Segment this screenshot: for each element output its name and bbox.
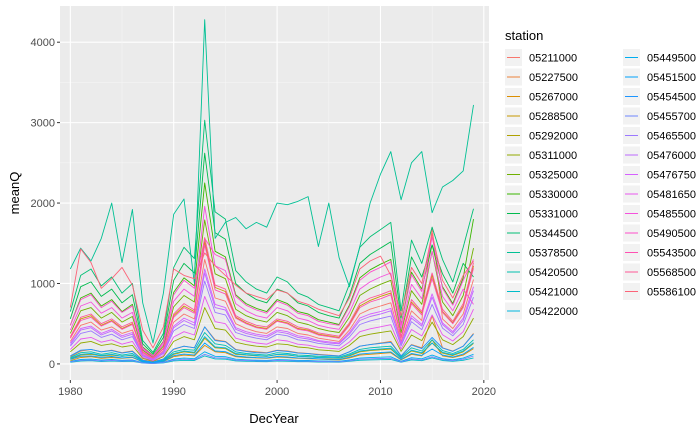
series-line-05586100 <box>69 233 474 349</box>
legend-label-05586100: 05586100 <box>647 287 696 299</box>
series-line-05378500 <box>69 19 474 344</box>
series-line-05311000 <box>70 307 474 362</box>
legend-label-05465500: 05465500 <box>647 131 696 143</box>
series-line-05465500 <box>69 280 474 361</box>
legend-label-05455700: 05455700 <box>647 111 696 123</box>
series-line-05481650 <box>69 295 474 362</box>
plot-panel <box>60 6 489 380</box>
legend-label-05311000: 05311000 <box>529 150 577 162</box>
legend-title: station <box>505 28 543 43</box>
legend-label-05227500: 05227500 <box>529 72 578 84</box>
x-tick-label: 2000 <box>265 386 289 398</box>
legend-label-05451500: 05451500 <box>647 72 696 84</box>
series-line-05325000 <box>69 219 474 358</box>
legend: 05211000 05227500 05267000 05288500 05292000… <box>505 49 696 320</box>
y-axis: 0 1000 2000 3000 4000 <box>31 37 60 371</box>
legend-label-05331000: 05331000 <box>529 209 578 221</box>
series-line-05422000 <box>70 336 474 363</box>
legend-label-05378500: 05378500 <box>529 248 578 260</box>
y-tick-label: 2000 <box>31 198 55 210</box>
legend-label-05422000: 05422000 <box>529 306 578 318</box>
legend-label-05454500: 05454500 <box>647 92 696 104</box>
legend-label-05481650: 05481650 <box>647 189 696 201</box>
x-tick-label: 1990 <box>161 386 185 398</box>
series-line-05485500 <box>69 205 474 357</box>
series-line-05476750 <box>69 268 474 360</box>
series-line-05344500 <box>69 119 474 353</box>
legend-label-05288500: 05288500 <box>529 111 578 123</box>
y-tick-label: 0 <box>49 359 55 371</box>
legend-label-05543500: 05543500 <box>647 248 696 260</box>
legend-label-05476000: 05476000 <box>647 150 696 162</box>
series-line-05454500 <box>70 326 474 363</box>
series-line-05449500 <box>70 351 474 364</box>
x-axis-title: DecYear <box>249 411 299 426</box>
series-line-05331000 <box>69 152 474 355</box>
series-line-05568500 <box>69 237 474 359</box>
series-lines <box>69 19 474 364</box>
series-line-05490500 <box>69 236 474 357</box>
series-line-05420500 <box>70 332 474 363</box>
x-axis: 1980 1990 2000 2010 2020 <box>58 380 496 398</box>
legend-label-05420500: 05420500 <box>529 267 578 279</box>
legend-label-05330000: 05330000 <box>529 189 578 201</box>
legend-label-05292000: 05292000 <box>529 131 578 143</box>
x-tick-label: 2010 <box>368 386 392 398</box>
legend-label-05568500: 05568500 <box>647 267 696 279</box>
series-line-05451500 <box>70 342 474 364</box>
legend-label-05490500: 05490500 <box>647 228 696 240</box>
legend-label-05211000: 05211000 <box>529 53 577 65</box>
legend-label-05449500: 05449500 <box>647 53 696 65</box>
x-tick-label: 2020 <box>472 386 496 398</box>
series-line-05211000 <box>69 226 474 360</box>
legend-label-05421000: 05421000 <box>529 287 578 299</box>
legend-label-05485500: 05485500 <box>647 209 696 221</box>
y-tick-label: 1000 <box>31 278 55 290</box>
legend-label-05267000: 05267000 <box>529 92 578 104</box>
legend-label-05325000: 05325000 <box>529 170 578 182</box>
legend-label-05344500: 05344500 <box>529 228 578 240</box>
series-line-05543500 <box>69 244 474 359</box>
y-tick-label: 4000 <box>31 37 55 49</box>
y-axis-title: meanQ <box>7 172 22 215</box>
legend-label-05476750: 05476750 <box>647 170 696 182</box>
series-line-05455700 <box>70 353 474 364</box>
y-tick-label: 3000 <box>31 118 55 130</box>
x-tick-label: 1980 <box>58 386 82 398</box>
